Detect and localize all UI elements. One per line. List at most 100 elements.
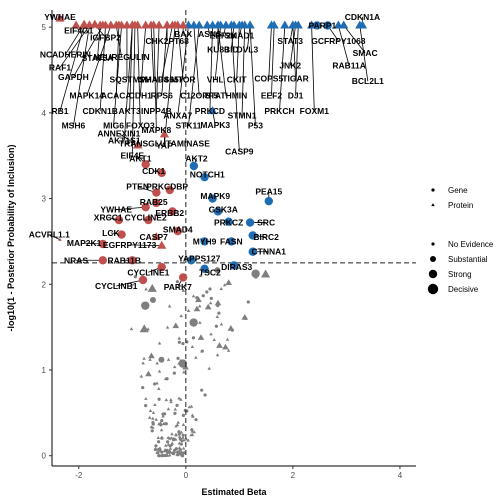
background-point xyxy=(214,267,221,274)
point-label: RAF1 xyxy=(49,62,71,72)
background-point xyxy=(192,430,196,434)
background-point xyxy=(208,301,213,305)
point-label: STMN1 xyxy=(228,110,257,120)
leader-line xyxy=(73,25,104,78)
background-point xyxy=(155,361,159,365)
data-point xyxy=(200,172,209,182)
point-label: BCL2L1 xyxy=(352,76,384,86)
data-point xyxy=(213,20,223,29)
data-point xyxy=(90,19,100,28)
leader-line xyxy=(161,25,168,96)
point-label: YAPPS127 xyxy=(178,254,220,264)
x-tick-label: -2 xyxy=(75,471,83,480)
background-point xyxy=(166,407,171,411)
background-point xyxy=(133,275,137,279)
background-point xyxy=(194,355,198,359)
y-tick-label: 2 xyxy=(42,280,47,289)
background-point xyxy=(191,294,196,298)
leader-line xyxy=(139,25,147,96)
leader-line xyxy=(214,25,222,80)
background-point xyxy=(175,423,180,427)
point-label: AKT3 xyxy=(119,106,141,116)
background-point xyxy=(169,400,173,404)
point-label: PEA15 xyxy=(255,187,282,197)
background-point xyxy=(216,304,220,308)
point-label: YWHAE xyxy=(44,12,76,22)
background-point xyxy=(241,313,249,320)
background-point xyxy=(176,356,180,360)
point-label: BIRC2 xyxy=(253,232,279,242)
data-point xyxy=(128,256,137,265)
data-point xyxy=(138,275,148,285)
background-point xyxy=(177,396,181,400)
leader-line xyxy=(153,25,157,131)
background-point xyxy=(164,443,168,447)
background-point xyxy=(160,435,164,439)
point-label: LCK xyxy=(102,228,120,238)
leader-line xyxy=(164,25,176,144)
leader-line xyxy=(73,25,90,126)
background-point xyxy=(216,342,223,348)
point-label: SMAD4 xyxy=(139,74,169,84)
data-point xyxy=(200,237,209,246)
background-point xyxy=(217,311,221,315)
legend-label-size: Strong xyxy=(448,270,472,279)
background-point xyxy=(176,420,180,424)
leader-line xyxy=(116,279,144,287)
data-point xyxy=(168,207,177,216)
leader-line xyxy=(295,25,299,96)
data-point xyxy=(133,140,143,149)
point-label: STAT5A xyxy=(82,53,114,63)
data-point xyxy=(288,20,298,29)
point-label: BAX xyxy=(174,29,192,39)
background-point xyxy=(187,405,192,409)
point-label: ANNEXIN1 xyxy=(97,128,140,138)
background-point xyxy=(144,287,148,291)
background-point xyxy=(156,450,160,454)
background-point xyxy=(201,294,205,298)
data-point xyxy=(157,262,166,272)
point-label: ANXA7 xyxy=(163,110,192,120)
leader-line xyxy=(131,25,136,156)
leader-line xyxy=(177,25,189,116)
leader-line xyxy=(230,25,240,152)
data-point xyxy=(245,20,255,29)
background-point xyxy=(222,283,227,287)
y-tick-label: 4 xyxy=(42,109,47,118)
background-point xyxy=(215,353,220,357)
point-label: SRC xyxy=(257,218,275,228)
point-label: SMAC xyxy=(353,48,378,58)
data-point xyxy=(117,230,126,239)
background-point xyxy=(163,453,167,457)
background-point xyxy=(168,444,172,448)
data-point xyxy=(152,198,161,208)
background-point xyxy=(175,280,180,284)
background-point xyxy=(230,328,234,332)
point-label: KU80 xyxy=(207,44,229,54)
point-label: ERBB2 xyxy=(155,208,184,218)
point-label: DVL3 xyxy=(237,44,259,54)
legend-key-size xyxy=(428,269,438,279)
leader-line xyxy=(155,25,160,112)
background-point xyxy=(141,385,145,390)
background-point xyxy=(212,338,217,342)
background-point xyxy=(195,296,199,300)
data-point xyxy=(151,232,162,241)
background-point xyxy=(175,452,179,456)
background-point xyxy=(207,366,211,370)
x-tick-label: 0 xyxy=(184,471,189,480)
point-label: MTOR xyxy=(171,74,196,84)
point-label: MAPK3 xyxy=(200,120,230,130)
data-point xyxy=(144,215,153,225)
background-point xyxy=(167,449,172,453)
point-label: MSH6 xyxy=(62,121,86,131)
background-point xyxy=(151,425,155,429)
leader-line xyxy=(292,25,296,79)
background-point xyxy=(148,357,152,361)
point-label: RB1 xyxy=(52,106,69,116)
point-label: SMAD4 xyxy=(163,224,193,234)
background-point xyxy=(184,437,189,441)
data-point xyxy=(312,21,322,30)
background-point xyxy=(166,357,171,361)
background-point xyxy=(157,397,161,401)
